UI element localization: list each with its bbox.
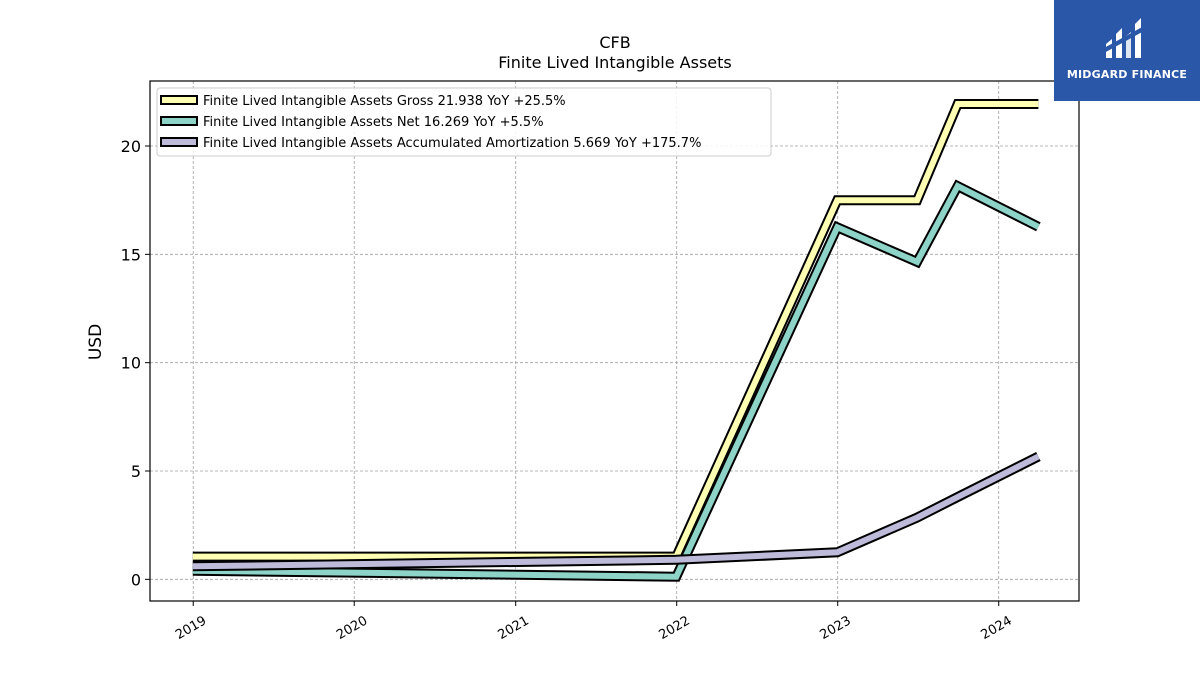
- legend-box: [156, 87, 772, 157]
- y-tick-label: 15: [121, 245, 141, 264]
- series-line: [192, 182, 1040, 580]
- y-tick-label: 5: [131, 462, 141, 481]
- y-tick-label: 0: [131, 570, 141, 589]
- legend-swatch: [160, 116, 198, 126]
- y-axis-label: USD: [86, 324, 106, 360]
- plot-frame: [149, 80, 1080, 602]
- series-line-outline: [192, 99, 1039, 562]
- legend-label: Finite Lived Intangible Assets Accumulat…: [203, 136, 701, 151]
- series-line: [192, 101, 1039, 560]
- series-line-outline: [192, 452, 1041, 572]
- series-line: [192, 453, 1040, 570]
- x-tick-label: 2020: [334, 613, 370, 643]
- legend-label: Finite Lived Intangible Assets Gross 21.…: [203, 94, 566, 109]
- x-tick-label: 2019: [173, 613, 209, 643]
- x-tick-label: 2024: [979, 613, 1015, 643]
- series-lines: [192, 99, 1041, 582]
- x-tick-label: 2021: [496, 613, 532, 643]
- midgard-finance-logo: MIDGARD FINANCE: [1054, 0, 1200, 101]
- y-tick-label: 10: [121, 354, 141, 373]
- y-tick-label: 20: [121, 137, 141, 156]
- chart-subtitle: Finite Lived Intangible Assets: [498, 53, 731, 72]
- legend-label: Finite Lived Intangible Assets Net 16.26…: [203, 115, 544, 130]
- grid: [150, 81, 1079, 601]
- legend-swatch: [160, 137, 198, 147]
- legend: Finite Lived Intangible Assets Gross 21.…: [156, 87, 772, 157]
- x-tick-label: 2023: [818, 613, 854, 643]
- logo-text: MIDGARD FINANCE: [1066, 68, 1188, 81]
- logo-mark-icon: [1104, 18, 1144, 58]
- chart-title: CFB: [599, 33, 630, 52]
- x-tick-label: 2022: [657, 613, 693, 643]
- legend-swatch: [160, 95, 198, 105]
